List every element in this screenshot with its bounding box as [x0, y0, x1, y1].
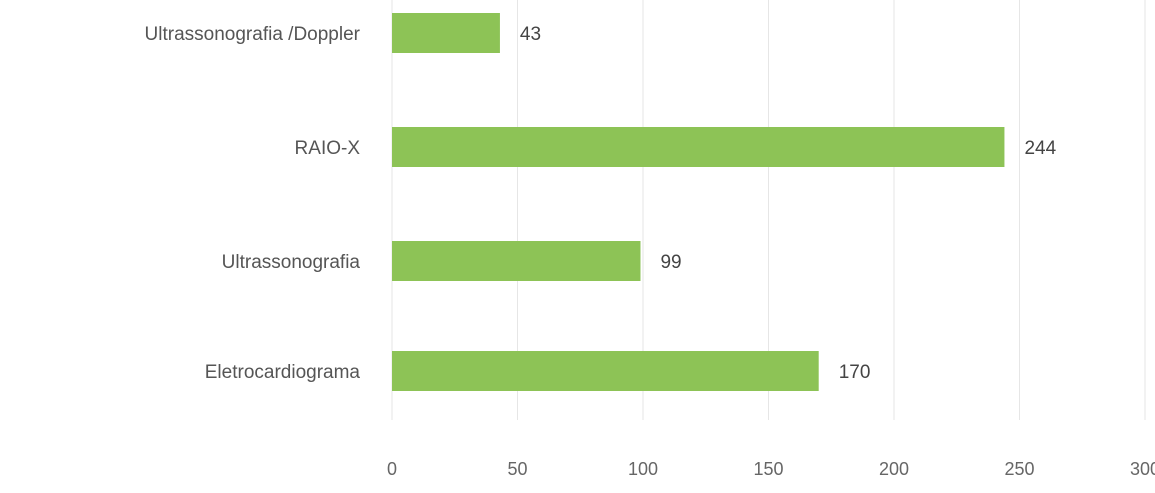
x-axis-tick-labels: 0 50 100 150 200 250 300 [387, 459, 1155, 479]
category-labels: Ultrassonografia /Doppler RAIO-X Ultrasson… [145, 24, 361, 383]
gridlines [391, 0, 1146, 420]
data-label: 99 [660, 252, 681, 273]
bar [392, 351, 819, 391]
data-label: 43 [520, 24, 541, 45]
x-tick-label: 0 [387, 459, 397, 479]
data-label: 170 [839, 362, 871, 383]
bar [392, 13, 500, 53]
category-label: Ultrassonografia [222, 252, 361, 273]
x-tick-label: 300 [1130, 459, 1155, 479]
x-tick-label: 150 [753, 459, 783, 479]
x-tick-label: 250 [1004, 459, 1034, 479]
x-tick-label: 100 [628, 459, 658, 479]
x-tick-label: 50 [507, 459, 527, 479]
value-labels: 43 244 99 170 [520, 24, 1057, 383]
bar [392, 241, 641, 281]
data-label: 244 [1024, 138, 1056, 159]
category-label: Ultrassonografia /Doppler [145, 24, 361, 45]
bar [392, 127, 1005, 167]
bars [392, 13, 1005, 391]
category-label: Eletrocardiograma [205, 362, 361, 383]
x-tick-label: 200 [879, 459, 909, 479]
category-label: RAIO-X [295, 138, 361, 159]
